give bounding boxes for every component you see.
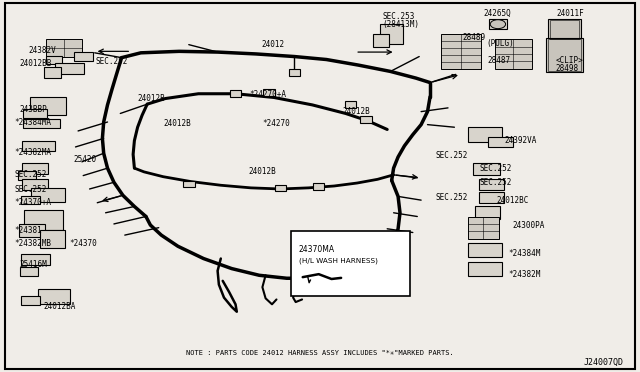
Text: (28413M): (28413M) <box>383 20 420 29</box>
Bar <box>488 137 513 147</box>
Text: 24012B: 24012B <box>248 167 276 176</box>
Bar <box>18 171 36 180</box>
Text: *24382M: *24382M <box>509 270 541 279</box>
Bar <box>479 192 504 203</box>
Bar <box>489 19 507 29</box>
Text: 28498: 28498 <box>556 64 579 73</box>
Bar <box>23 119 60 128</box>
Bar <box>468 243 502 257</box>
Bar <box>495 39 532 69</box>
Text: SEC.252: SEC.252 <box>435 151 468 160</box>
Bar <box>291 231 410 296</box>
Text: 243BBP: 243BBP <box>19 105 47 114</box>
Bar <box>31 97 65 115</box>
Bar <box>548 19 581 41</box>
Bar <box>380 24 403 44</box>
Text: *24270: *24270 <box>262 119 290 128</box>
Text: *24370: *24370 <box>69 239 97 248</box>
Bar <box>38 289 70 304</box>
Bar <box>20 254 50 265</box>
Bar <box>55 63 84 74</box>
Bar <box>345 101 356 108</box>
Text: 24012B: 24012B <box>342 107 370 116</box>
Bar <box>372 33 389 46</box>
Text: SEC.252: SEC.252 <box>14 185 47 194</box>
Text: SEC.252: SEC.252 <box>14 170 47 179</box>
Bar <box>468 262 502 276</box>
Bar <box>23 109 47 118</box>
Bar <box>289 69 300 76</box>
Bar <box>263 89 275 96</box>
Text: 24370MA: 24370MA <box>299 245 335 254</box>
Text: J24007QD: J24007QD <box>584 358 624 367</box>
Text: <CLIP>: <CLIP> <box>556 56 583 65</box>
Bar <box>473 163 500 175</box>
Bar <box>22 179 48 190</box>
Text: *24384MA: *24384MA <box>14 118 51 127</box>
Bar <box>475 205 500 219</box>
Text: *24270+A: *24270+A <box>250 90 287 99</box>
Text: 25416M: 25416M <box>19 260 47 269</box>
Text: *24382MB: *24382MB <box>14 239 51 248</box>
Bar <box>275 185 286 191</box>
Bar <box>31 188 65 202</box>
Bar <box>230 90 241 97</box>
Bar <box>441 33 481 69</box>
Bar <box>550 20 579 39</box>
Bar <box>468 127 502 142</box>
Text: 28487: 28487 <box>488 56 511 65</box>
Text: 24300PA: 24300PA <box>512 221 545 230</box>
Text: 24265Q: 24265Q <box>484 9 511 17</box>
Bar <box>40 230 65 248</box>
Bar <box>47 56 63 64</box>
Bar <box>468 217 499 239</box>
Text: SEC.252: SEC.252 <box>96 57 129 66</box>
Text: SEC.252: SEC.252 <box>480 164 513 173</box>
Circle shape <box>490 20 506 29</box>
Bar <box>546 38 583 72</box>
Text: *24370+A: *24370+A <box>14 198 51 207</box>
Text: SEC.252: SEC.252 <box>480 178 513 187</box>
Bar <box>24 210 63 230</box>
Text: *24381: *24381 <box>14 226 42 235</box>
Text: 24012B: 24012B <box>163 119 191 128</box>
Text: 24012BC: 24012BC <box>496 196 529 205</box>
Text: 28489: 28489 <box>462 33 485 42</box>
Bar <box>47 39 82 57</box>
Text: 24012: 24012 <box>261 40 284 49</box>
Bar <box>183 181 195 187</box>
Bar <box>479 179 504 190</box>
Bar <box>44 67 61 78</box>
Text: 24012B: 24012B <box>138 94 165 103</box>
Bar <box>548 39 581 71</box>
Text: (H/L WASH HARNESS): (H/L WASH HARNESS) <box>299 257 378 264</box>
Text: SEC.253: SEC.253 <box>383 12 415 21</box>
Text: 24011F: 24011F <box>557 9 584 17</box>
Text: SEC.252: SEC.252 <box>435 193 468 202</box>
Bar <box>74 52 93 61</box>
Bar <box>313 183 324 190</box>
Text: 25420: 25420 <box>74 155 97 164</box>
Bar <box>21 296 40 305</box>
Text: (PULG): (PULG) <box>486 39 514 48</box>
Bar <box>22 163 48 174</box>
Text: *24382MA: *24382MA <box>14 148 51 157</box>
Text: 24012BA: 24012BA <box>44 302 76 311</box>
Text: *24384M: *24384M <box>509 249 541 258</box>
Text: NOTE : PARTS CODE 24012 HARNESS ASSY INCLUDES "*✳"MARKED PARTS.: NOTE : PARTS CODE 24012 HARNESS ASSY INC… <box>186 350 454 356</box>
Bar <box>21 196 40 204</box>
Bar <box>19 224 45 237</box>
Text: 24382V: 24382V <box>29 46 56 55</box>
Bar <box>20 267 38 276</box>
Text: 24392VA: 24392VA <box>504 136 537 145</box>
Text: 24012BB: 24012BB <box>19 59 52 68</box>
Bar <box>360 116 372 123</box>
Bar <box>22 141 55 151</box>
